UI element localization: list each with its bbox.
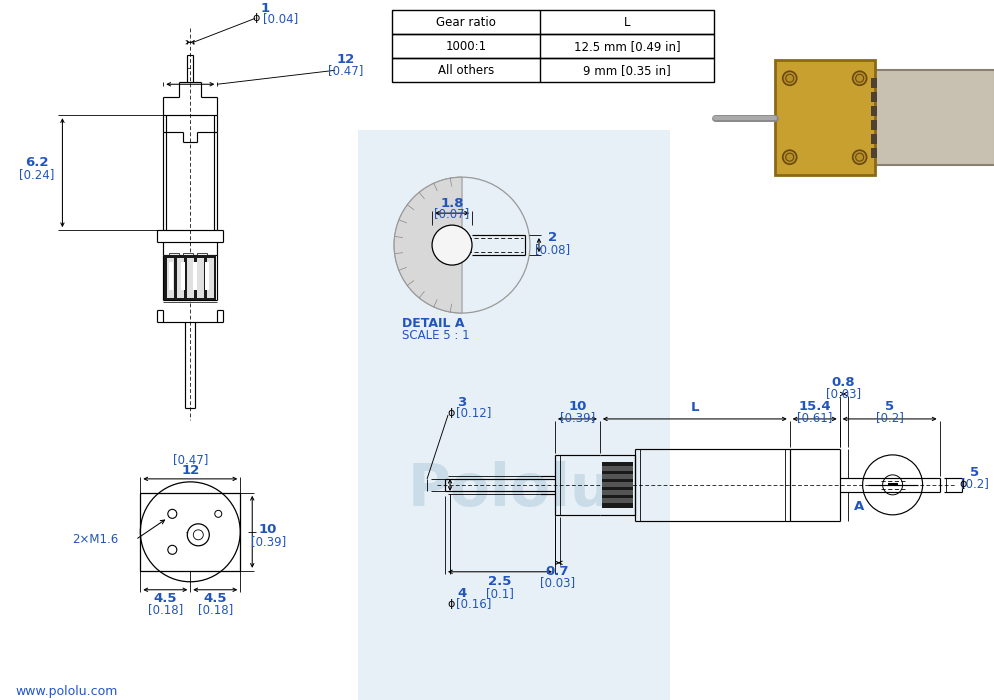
Circle shape [168,510,177,518]
Text: ϕ: ϕ [447,408,454,418]
Bar [164,255,216,300]
Text: [0.1]: [0.1] [486,587,514,601]
Text: 0.7: 0.7 [545,566,569,578]
Text: 9 mm [0.35 in]: 9 mm [0.35 in] [582,64,670,77]
Text: DETAIL A: DETAIL A [402,316,464,330]
Text: 1: 1 [260,2,269,15]
Text: [0.39]: [0.39] [560,412,594,424]
Circle shape [852,71,866,85]
Bar [870,148,876,158]
Text: [0.18]: [0.18] [147,603,183,616]
Bar [774,60,874,175]
Polygon shape [394,177,461,313]
Text: [0.08]: [0.08] [535,243,570,256]
Circle shape [782,71,796,85]
Text: [0.16]: [0.16] [456,597,491,610]
Text: 3: 3 [457,396,466,410]
Text: 10: 10 [568,400,586,414]
Text: 12.5 mm [0.49 in]: 12.5 mm [0.49 in] [573,40,680,52]
Circle shape [187,524,209,546]
Text: [0.03]: [0.03] [540,576,575,589]
Text: L: L [623,16,629,29]
Bar [601,498,632,503]
Text: Gear ratio: Gear ratio [435,16,495,29]
Text: 4: 4 [457,587,466,601]
Text: [0.18]: [0.18] [198,603,233,616]
Bar [197,258,204,298]
Text: [0.61]: [0.61] [796,412,832,424]
Text: [0.04]: [0.04] [262,12,297,24]
Text: ϕ: ϕ [447,598,454,609]
Text: [0.12]: [0.12] [456,407,491,419]
Text: 2: 2 [548,230,557,244]
Text: 4.5: 4.5 [204,592,227,606]
Text: 10: 10 [258,524,277,536]
Bar [187,258,194,298]
Text: 5: 5 [885,400,894,414]
Bar [169,262,173,290]
Text: A: A [853,500,863,513]
Bar [181,262,185,290]
Text: 1000:1: 1000:1 [445,40,486,52]
Bar [205,262,209,290]
Text: ϕ: ϕ [959,479,966,489]
Bar [874,70,994,165]
Bar [870,106,876,116]
Text: www.pololu.com: www.pololu.com [16,685,117,698]
Bar [207,258,214,298]
Text: [0.2]: [0.2] [875,412,903,424]
Text: Pololu: Pololu [408,461,611,519]
Bar [177,258,184,298]
Circle shape [431,225,471,265]
Bar [870,134,876,144]
Bar [183,253,193,265]
Text: 1.8: 1.8 [440,197,463,209]
Bar [392,10,713,34]
Bar [601,474,632,479]
Circle shape [782,150,796,164]
Bar [601,466,632,471]
Bar [601,462,632,507]
Text: All others: All others [437,64,494,77]
Text: [0.07]: [0.07] [434,206,469,220]
Text: 12: 12 [337,52,355,66]
Bar [601,482,632,487]
Bar [392,34,713,58]
Text: [0.47]: [0.47] [172,454,208,466]
Text: ϕ: ϕ [252,13,259,23]
Bar [392,58,713,83]
Bar [169,253,179,265]
Bar [601,490,632,495]
Text: L: L [690,401,699,414]
Text: 15.4: 15.4 [797,400,830,414]
Bar [358,130,669,700]
Circle shape [215,510,222,517]
Text: 5: 5 [969,466,978,480]
Text: [0.24]: [0.24] [19,168,54,181]
Text: 2×M1.6: 2×M1.6 [72,533,118,546]
Bar [167,258,174,298]
Text: [0.39]: [0.39] [250,536,285,548]
Circle shape [168,545,177,554]
Circle shape [852,150,866,164]
Text: [0.2]: [0.2] [959,477,987,491]
Text: [0.03]: [0.03] [825,388,861,400]
Bar [870,120,876,130]
Text: 6.2: 6.2 [25,155,48,169]
Bar [140,493,240,570]
Bar [193,262,197,290]
Bar [870,92,876,102]
Text: 4.5: 4.5 [153,592,177,606]
Text: 12: 12 [181,464,199,477]
Bar [870,78,876,88]
Text: 0.8: 0.8 [831,377,855,389]
Text: [0.47]: [0.47] [328,64,364,77]
Bar [197,253,207,265]
Text: 2.5: 2.5 [488,575,511,588]
Text: SCALE 5 : 1: SCALE 5 : 1 [402,328,469,342]
